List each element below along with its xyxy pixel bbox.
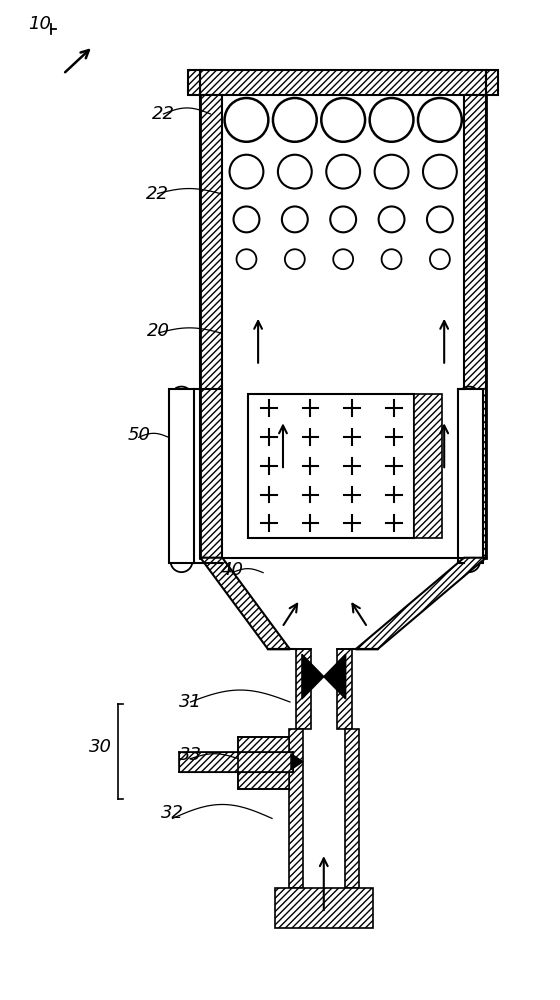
Polygon shape <box>248 394 414 538</box>
Polygon shape <box>275 888 372 928</box>
Text: 50: 50 <box>127 426 150 444</box>
Polygon shape <box>356 558 486 649</box>
Polygon shape <box>179 752 293 772</box>
Polygon shape <box>296 649 311 729</box>
Polygon shape <box>289 729 303 888</box>
Polygon shape <box>302 654 346 699</box>
Text: 40: 40 <box>221 561 244 579</box>
Polygon shape <box>337 649 352 729</box>
Text: 22: 22 <box>146 185 169 203</box>
Polygon shape <box>414 394 442 538</box>
Text: 32: 32 <box>161 804 184 822</box>
Text: 22: 22 <box>152 105 175 123</box>
Text: 30: 30 <box>90 738 113 756</box>
Polygon shape <box>200 70 486 95</box>
Polygon shape <box>200 95 222 558</box>
Polygon shape <box>200 558 290 649</box>
Text: 20: 20 <box>147 322 170 340</box>
Polygon shape <box>169 389 194 563</box>
Polygon shape <box>458 389 483 563</box>
Polygon shape <box>189 70 200 95</box>
Text: 33: 33 <box>179 746 202 764</box>
Polygon shape <box>344 729 358 888</box>
Text: 31: 31 <box>179 693 202 711</box>
Polygon shape <box>238 737 289 789</box>
Polygon shape <box>486 70 498 95</box>
Polygon shape <box>464 95 486 558</box>
Text: 10: 10 <box>27 15 51 33</box>
Polygon shape <box>291 754 303 770</box>
